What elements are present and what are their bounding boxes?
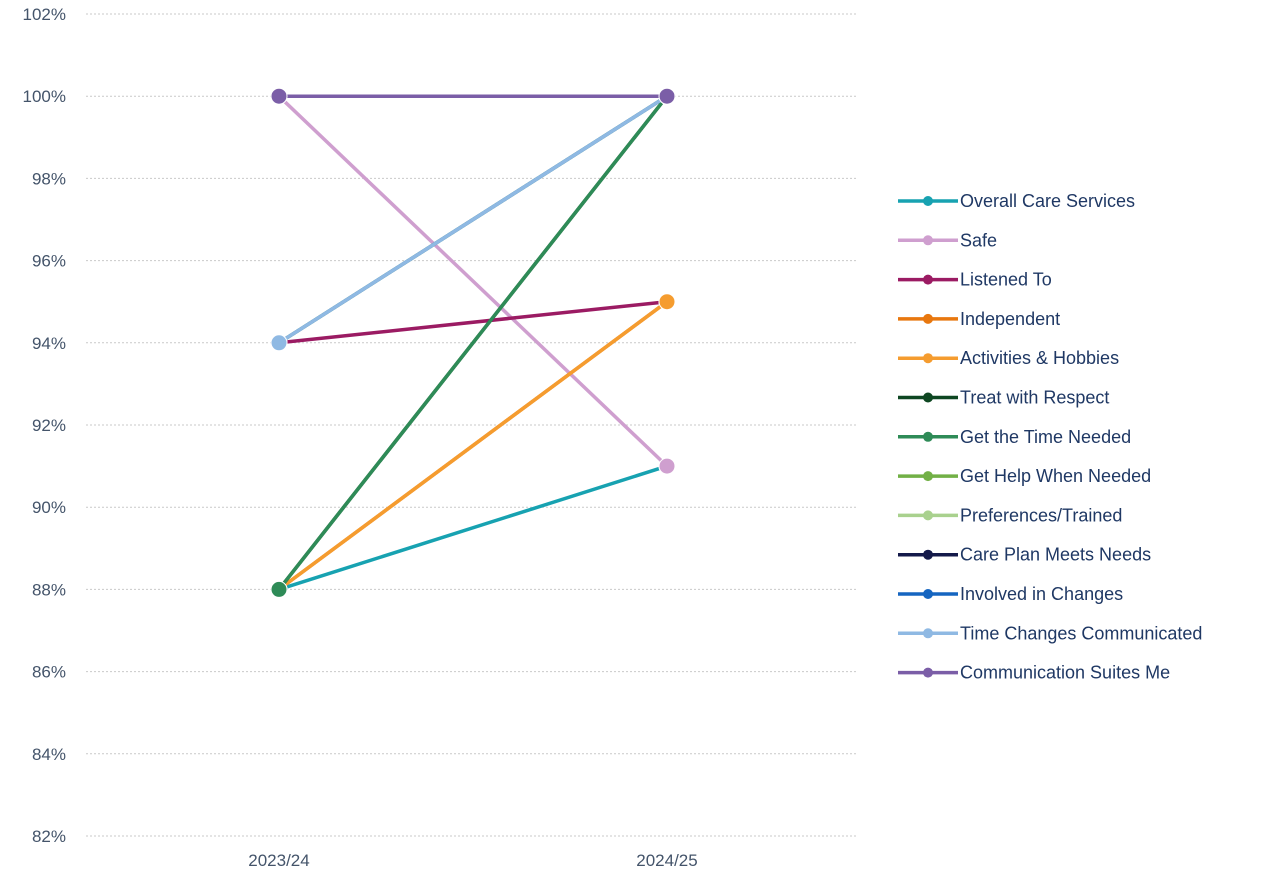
legend-swatch-marker — [923, 274, 933, 285]
legend-item: Time Changes Communicated — [898, 623, 1202, 643]
y-tick-label: 86% — [32, 663, 66, 682]
legend-swatch-marker — [923, 510, 933, 521]
legend-swatch-marker — [923, 196, 933, 206]
legend: Overall Care Services Safe Listened To Inde… — [898, 191, 1202, 683]
legend-swatch-marker — [923, 353, 933, 364]
series-lines — [270, 87, 676, 598]
legend-label: Preferences/Trained — [960, 505, 1122, 525]
data-point — [658, 87, 676, 105]
legend-item: Independent — [898, 309, 1060, 329]
legend-swatch-marker — [923, 549, 933, 560]
x-axis: 2023/24 2024/25 — [248, 851, 697, 870]
legend-item: Communication Suites Me — [898, 663, 1170, 683]
y-tick-label: 98% — [32, 169, 66, 188]
legend-label: Overall Care Services — [960, 191, 1135, 211]
legend-item: Activities & Hobbies — [898, 348, 1119, 368]
series-path — [278, 464, 668, 592]
legend-swatch-marker — [923, 392, 933, 403]
legend-swatch-marker — [923, 471, 933, 482]
legend-item: Listened To — [898, 270, 1052, 290]
legend-swatch-marker — [923, 431, 933, 442]
series-line — [270, 293, 676, 598]
legend-swatch-marker — [923, 235, 933, 246]
y-tick-label: 90% — [32, 498, 66, 517]
series-path — [277, 300, 669, 591]
legend-label: Safe — [960, 230, 997, 250]
data-point — [270, 580, 288, 598]
series-line — [270, 87, 676, 475]
legend-label: Time Changes Communicated — [960, 623, 1202, 643]
legend-label: Communication Suites Me — [960, 663, 1170, 683]
data-point — [270, 334, 288, 352]
legend-item: Treat with Respect — [898, 388, 1109, 408]
x-tick-label: 2023/24 — [248, 851, 309, 870]
legend-item: Preferences/Trained — [898, 505, 1122, 525]
legend-swatch-marker — [923, 589, 933, 599]
legend-item: Get the Time Needed — [898, 427, 1131, 447]
y-tick-label: 92% — [32, 416, 66, 435]
data-point — [658, 293, 676, 311]
series-line — [270, 87, 676, 352]
y-tick-label: 94% — [32, 334, 66, 353]
legend-item: Care Plan Meets Needs — [898, 545, 1151, 565]
legend-label: Get the Time Needed — [960, 427, 1131, 447]
legend-swatch-marker — [923, 628, 933, 639]
legend-label: Activities & Hobbies — [960, 348, 1119, 368]
y-tick-label: 96% — [32, 252, 66, 271]
data-point — [270, 87, 288, 105]
y-tick-label: 82% — [32, 827, 66, 846]
legend-item: Get Help When Needed — [898, 466, 1151, 486]
y-tick-label: 102% — [23, 5, 66, 24]
legend-item: Safe — [898, 230, 997, 250]
y-tick-label: 100% — [23, 87, 66, 106]
series-path — [277, 95, 669, 591]
gridlines — [86, 13, 858, 837]
legend-item: Overall Care Services — [898, 191, 1135, 211]
legend-label: Get Help When Needed — [960, 466, 1151, 486]
legend-label: Listened To — [960, 270, 1052, 290]
series-path — [277, 94, 669, 468]
legend-label: Care Plan Meets Needs — [960, 545, 1151, 565]
series-line — [270, 457, 676, 598]
series-path — [278, 94, 668, 345]
x-tick-label: 2024/25 — [636, 851, 697, 870]
legend-swatch-marker — [923, 667, 933, 678]
legend-label: Independent — [960, 309, 1060, 329]
y-axis: 82% 84% 86% 88% 90% 92% 94% 96% 98% 100% 102% — [23, 5, 66, 846]
legend-label: Involved in Changes — [960, 584, 1123, 604]
y-tick-label: 88% — [32, 580, 66, 599]
series-path — [278, 299, 668, 345]
y-tick-label: 84% — [32, 745, 66, 764]
legend-label: Treat with Respect — [960, 388, 1109, 408]
series-line — [270, 87, 676, 105]
legend-item: Involved in Changes — [898, 584, 1123, 604]
legend-swatch-marker — [923, 313, 933, 324]
data-point — [658, 457, 676, 475]
